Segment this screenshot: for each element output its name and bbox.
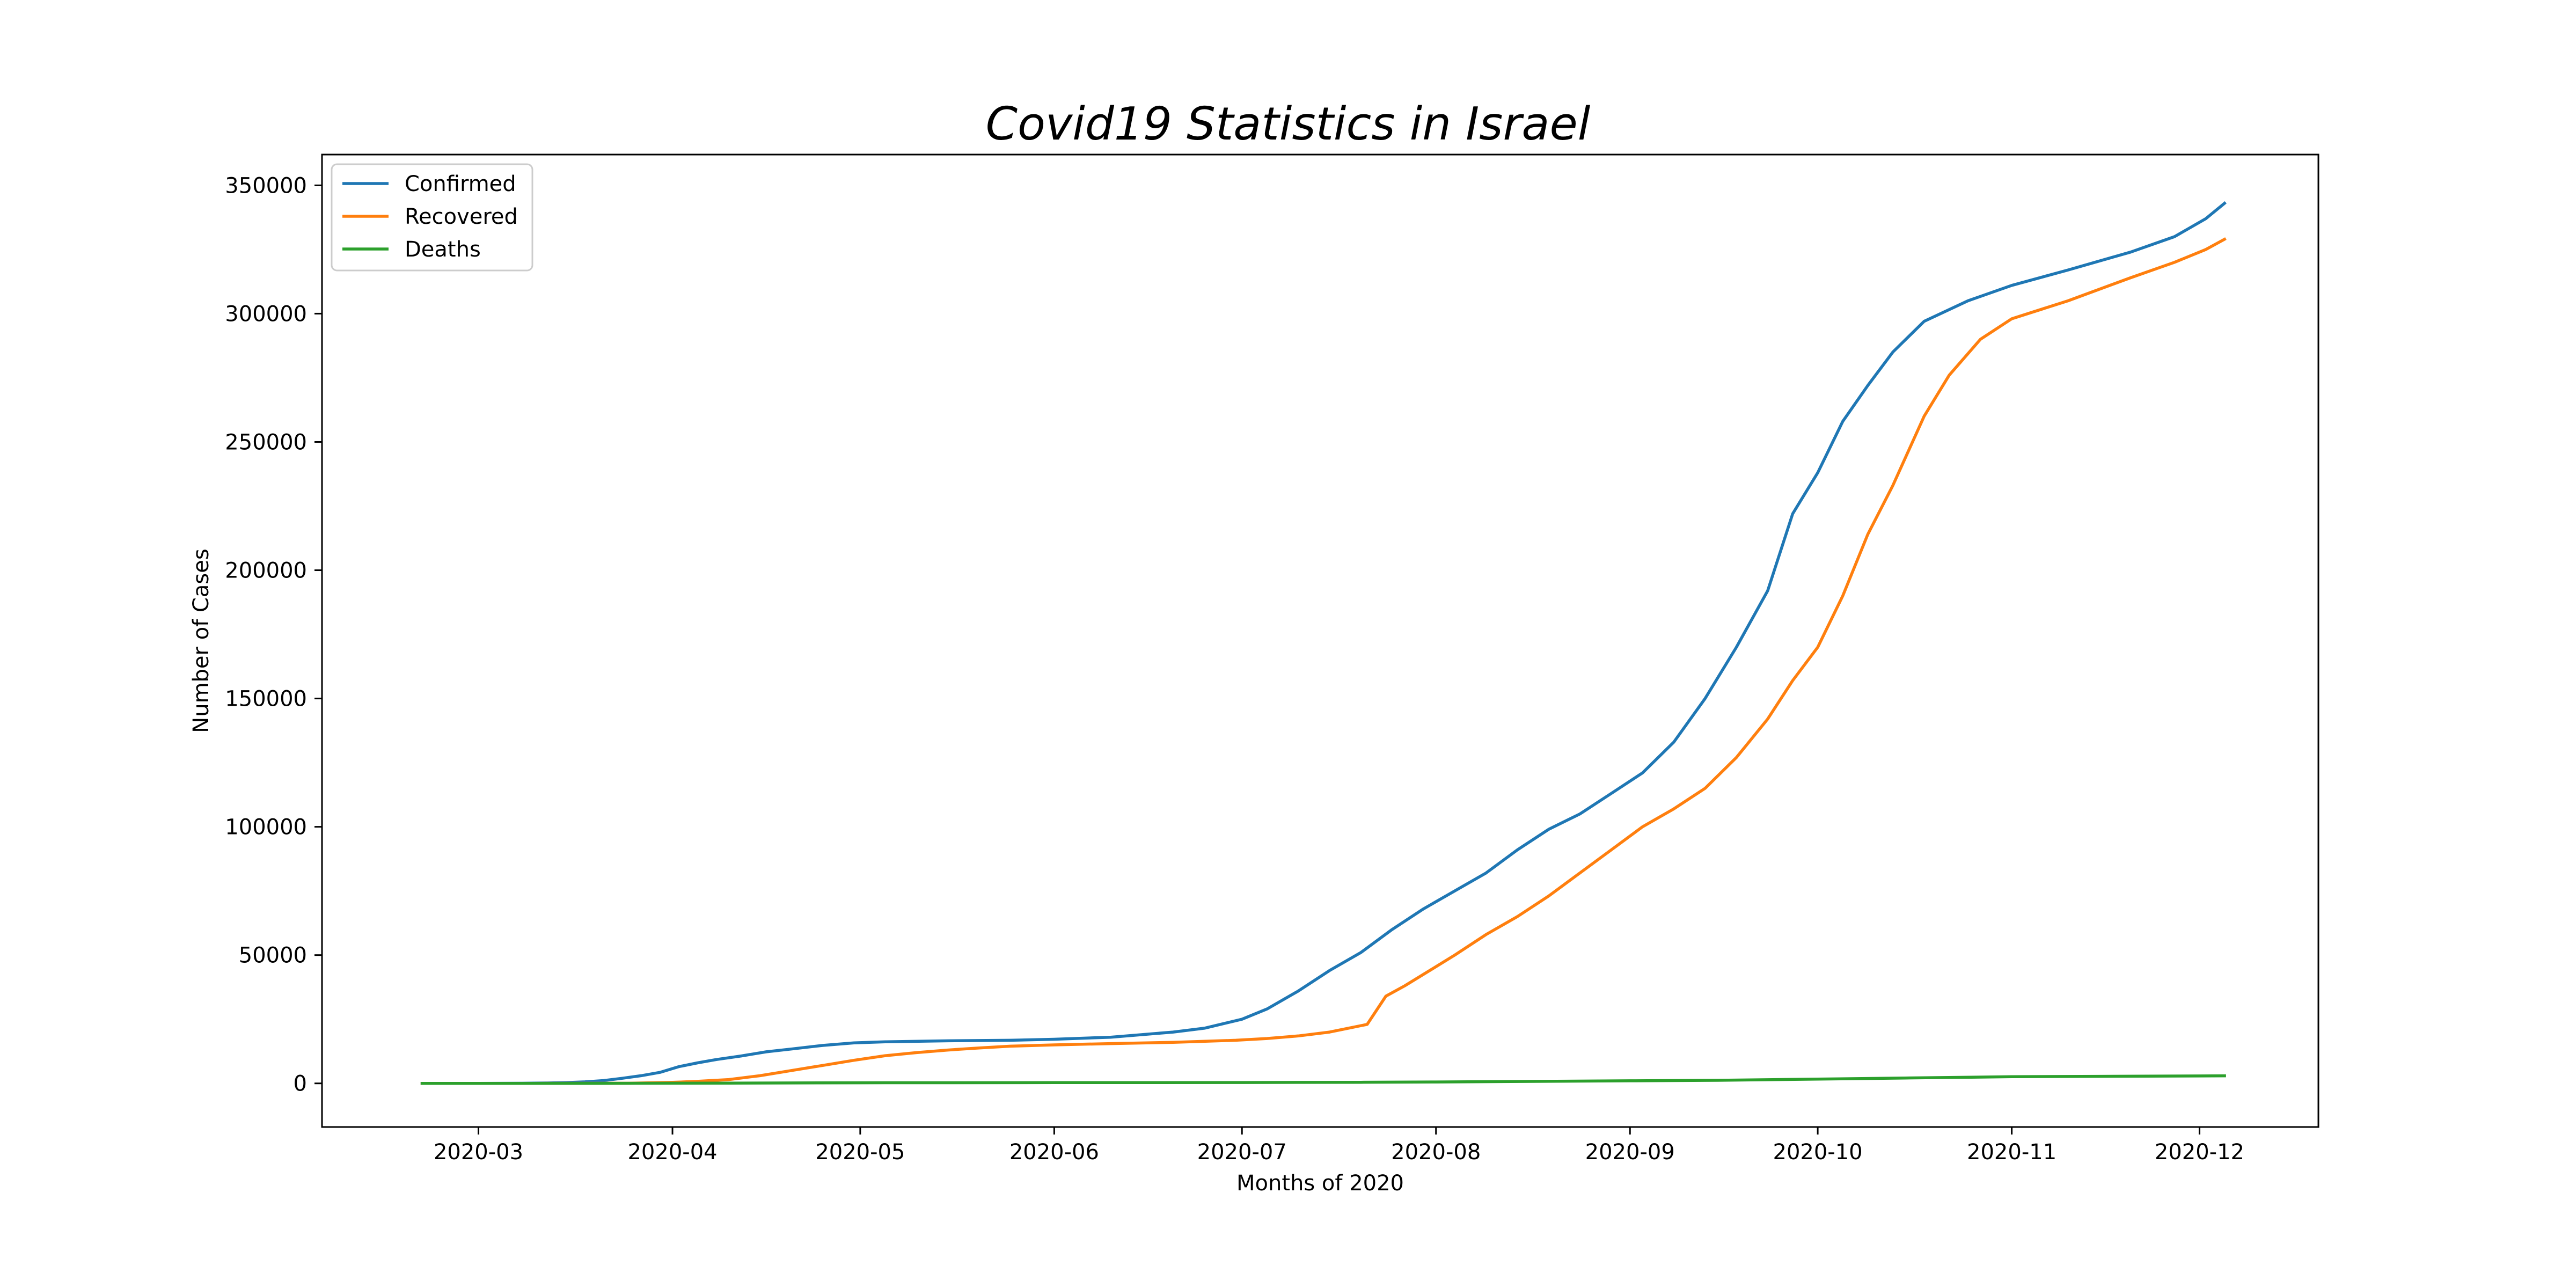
legend-label-recovered: Recovered (405, 204, 518, 229)
y-tick-label: 350000 (225, 173, 307, 198)
x-tick-label: 2020-10 (1773, 1140, 1863, 1165)
series-line-deaths (420, 1074, 2226, 1085)
legend-label-deaths: Deaths (405, 237, 481, 262)
legend-box (331, 163, 533, 272)
y-tick-label: 100000 (225, 815, 307, 840)
plot-area-frame (321, 153, 2319, 1128)
y-tick-label: 300000 (225, 302, 307, 326)
series-lines (420, 201, 2227, 1085)
x-tick-label: 2020-11 (1967, 1140, 2057, 1165)
x-tick-label: 2020-07 (1197, 1140, 1287, 1165)
y-tick-label: 50000 (239, 943, 307, 968)
x-axis-label: Months of 2020 (1236, 1171, 1404, 1196)
series-line-confirmed (420, 201, 2227, 1085)
x-tick-label: 2020-03 (434, 1140, 523, 1165)
y-tick-label: 150000 (225, 687, 307, 712)
x-tick-label: 2020-08 (1391, 1140, 1481, 1165)
y-tick-label: 200000 (225, 559, 307, 583)
y-axis-ticks: 0 50000 100000 150000 200000 250000 300000 3500… (225, 173, 322, 1096)
y-axis-label: Number of Cases (189, 548, 214, 733)
x-tick-label: 2020-09 (1585, 1140, 1675, 1165)
x-tick-label: 2020-12 (2155, 1140, 2244, 1165)
legend-label-confirmed: Confirmed (405, 172, 516, 196)
x-tick-label: 2020-05 (815, 1140, 905, 1165)
y-tick-label: 250000 (225, 430, 307, 455)
x-tick-label: 2020-04 (627, 1140, 717, 1165)
x-tick-label: 2020-06 (1009, 1140, 1099, 1165)
x-axis-ticks: 2020-03 2020-04 2020-05 2020-06 2020-07 2020-… (434, 1127, 2244, 1165)
legend: Confirmed Recovered Deaths (331, 163, 533, 272)
series-line-recovered (420, 237, 2227, 1085)
chart-title: Covid19 Statistics in Israel (986, 98, 1591, 151)
y-tick-label: 0 (294, 1072, 307, 1096)
